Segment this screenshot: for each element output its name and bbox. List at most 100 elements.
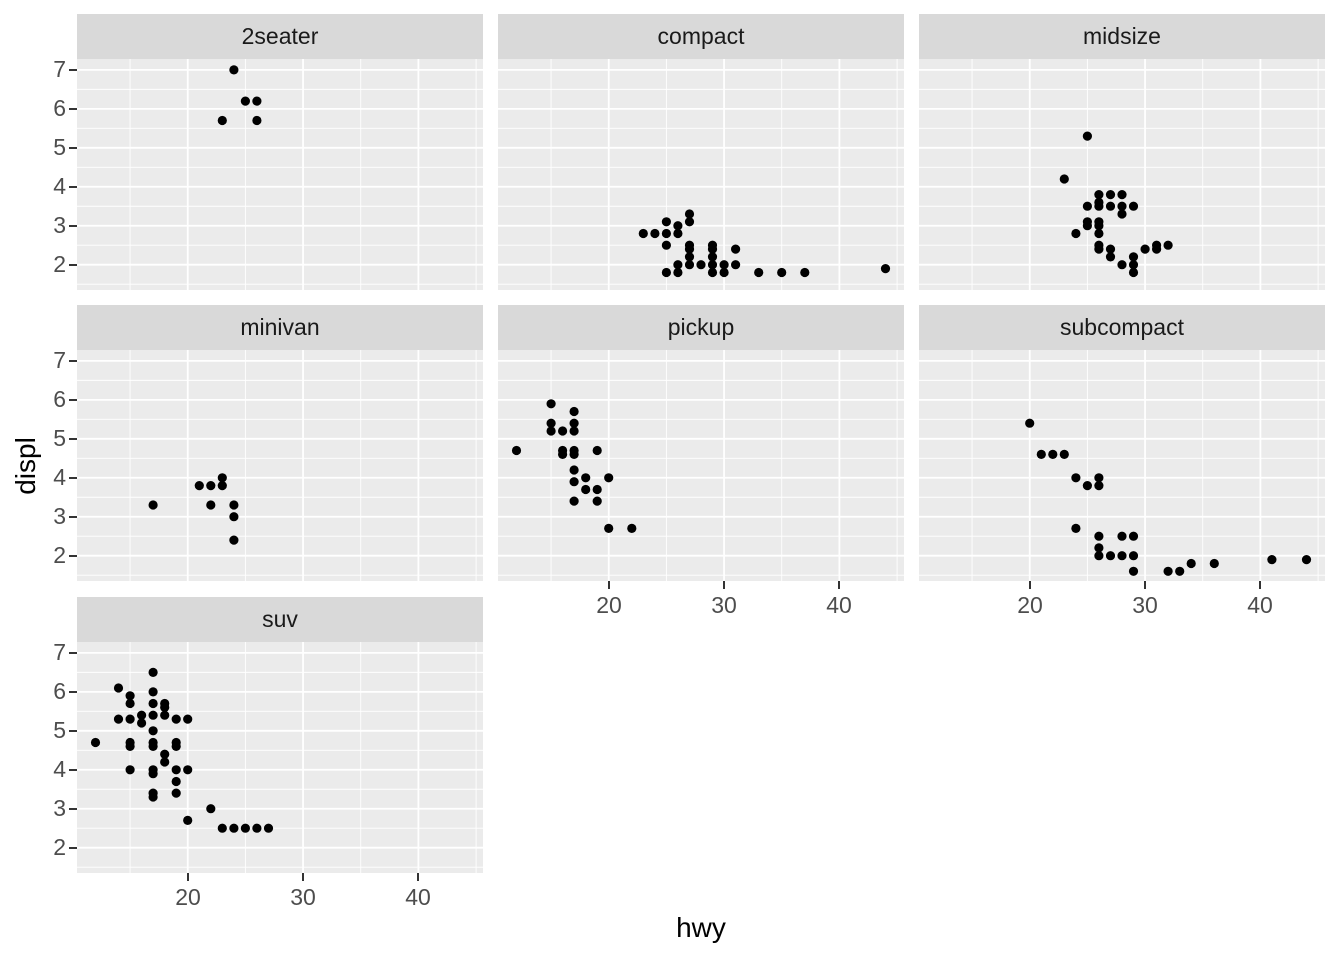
data-point: [171, 765, 181, 775]
x-tick-label: 30: [290, 884, 316, 910]
y-tick-mark: [69, 225, 77, 227]
x-tick-label: 30: [711, 592, 737, 618]
data-point: [1105, 190, 1116, 200]
data-point: [684, 209, 695, 219]
data-point: [113, 714, 124, 724]
data-point: [1094, 217, 1104, 227]
x-tick-mark: [187, 873, 189, 881]
facet-strip-label: midsize: [919, 14, 1325, 59]
y-tick-mark: [69, 769, 77, 771]
data-point: [125, 698, 135, 709]
data-point: [229, 500, 239, 510]
data-point: [1128, 201, 1139, 211]
data-point: [1117, 260, 1127, 270]
y-tick-label: 2: [53, 834, 66, 861]
data-point: [1094, 228, 1104, 239]
data-point: [148, 687, 158, 697]
data-point: [638, 228, 648, 239]
y-tick-label: 5: [53, 134, 66, 161]
data-point: [569, 426, 579, 436]
data-point: [1152, 240, 1162, 250]
data-point: [90, 737, 101, 748]
data-point: [707, 240, 718, 250]
data-point: [183, 815, 193, 825]
data-point: [1117, 190, 1127, 200]
data-point: [1082, 131, 1092, 141]
data-point: [777, 267, 787, 278]
data-point: [707, 267, 718, 278]
data-point: [1128, 252, 1139, 262]
data-point: [229, 823, 239, 833]
data-point: [171, 776, 181, 787]
data-point: [252, 115, 262, 126]
data-point: [546, 426, 556, 436]
data-point: [1163, 566, 1173, 576]
data-point: [731, 260, 741, 270]
data-point: [592, 484, 602, 495]
data-point: [171, 788, 181, 798]
data-point: [1105, 252, 1116, 262]
data-point: [171, 714, 181, 724]
facet-plot-area-suv: [77, 642, 483, 873]
data-point: [229, 535, 239, 545]
data-point: [684, 217, 695, 227]
data-point: [1209, 558, 1219, 569]
data-point: [240, 96, 250, 106]
y-tick-mark: [69, 555, 77, 557]
x-tick-mark: [1144, 581, 1146, 589]
data-point: [137, 710, 147, 720]
data-point: [1128, 260, 1139, 270]
data-point: [800, 267, 810, 278]
panel-background: [498, 350, 904, 581]
data-point: [263, 823, 274, 833]
data-point: [569, 418, 579, 428]
data-point: [1048, 449, 1058, 459]
x-tick-label: 40: [405, 884, 431, 910]
data-point: [673, 267, 683, 278]
data-point: [148, 667, 158, 677]
data-point: [160, 710, 170, 720]
data-point: [581, 473, 591, 483]
data-point: [684, 240, 695, 250]
data-point: [148, 710, 158, 720]
y-tick-label: 6: [53, 678, 66, 705]
data-point: [148, 698, 158, 709]
data-point: [569, 465, 579, 475]
y-tick-mark: [69, 438, 77, 440]
y-tick-label: 2: [53, 542, 66, 569]
data-point: [125, 691, 135, 701]
data-point: [1094, 531, 1104, 541]
y-tick-label: 4: [53, 464, 66, 491]
facet-strip-label: pickup: [498, 305, 904, 350]
data-point: [1117, 551, 1127, 561]
data-point: [661, 217, 671, 227]
data-point: [240, 823, 250, 833]
y-tick-label: 3: [53, 503, 66, 530]
panel-background: [77, 59, 483, 290]
x-tick-mark: [838, 581, 840, 589]
data-point: [754, 267, 764, 278]
data-point: [511, 445, 522, 456]
facet-strip-label: minivan: [77, 305, 483, 350]
data-point: [673, 221, 683, 231]
data-point: [650, 228, 660, 239]
y-tick-mark: [69, 516, 77, 518]
y-tick-mark: [69, 847, 77, 849]
y-tick-mark: [69, 108, 77, 110]
data-point: [113, 683, 124, 693]
panel-background: [498, 59, 904, 290]
facet-strip-label: subcompact: [919, 305, 1325, 350]
data-point: [125, 714, 135, 724]
y-tick-label: 7: [53, 347, 66, 374]
data-point: [1094, 197, 1104, 207]
x-axis-title: hwy: [676, 912, 726, 943]
data-point: [252, 96, 262, 106]
y-tick-mark: [69, 652, 77, 654]
data-point: [604, 473, 614, 483]
data-point: [1071, 228, 1081, 239]
data-point: [558, 445, 568, 456]
y-tick-label: 6: [53, 386, 66, 413]
x-tick-mark: [723, 581, 725, 589]
facet-plot-area-midsize: [919, 59, 1325, 290]
